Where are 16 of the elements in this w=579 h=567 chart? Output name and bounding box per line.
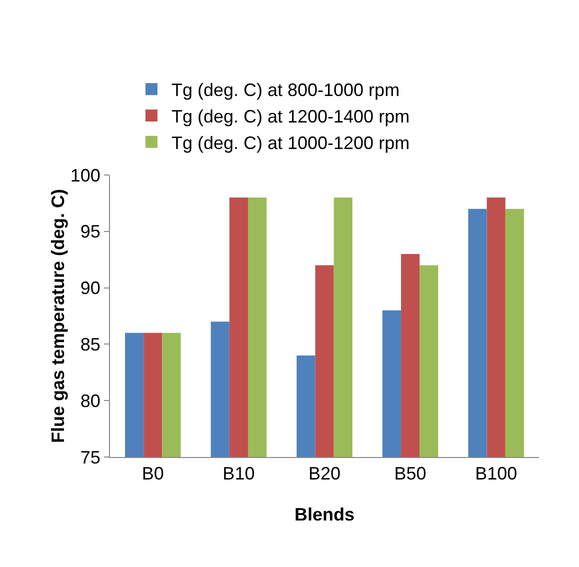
x-tick-label: B10 [222, 464, 255, 484]
legend-label: Tg (deg. C) at 800-1000 rpm [171, 80, 400, 100]
y-tick-label: 95 [80, 222, 100, 242]
legend-label: Tg (deg. C) at 1200-1400 rpm [171, 106, 410, 127]
y-tick-label: 85 [80, 334, 100, 354]
y-tick-label: 90 [80, 278, 100, 298]
x-axis-title: Blends [294, 504, 355, 525]
y-tick-label: 80 [80, 390, 100, 411]
legend-label: Tg (deg. C) at 1000-1200 rpm [171, 132, 410, 153]
x-tick-label: B50 [394, 464, 426, 484]
y-tick-label: 100 [70, 165, 100, 186]
y-tick-label: 75 [80, 447, 100, 468]
x-tick-label: B20 [308, 464, 341, 484]
x-tick-label: B0 [142, 464, 164, 484]
y-axis-title: Flue gas temperature (deg. C) [48, 188, 68, 444]
x-tick-label: B100 [475, 464, 518, 484]
